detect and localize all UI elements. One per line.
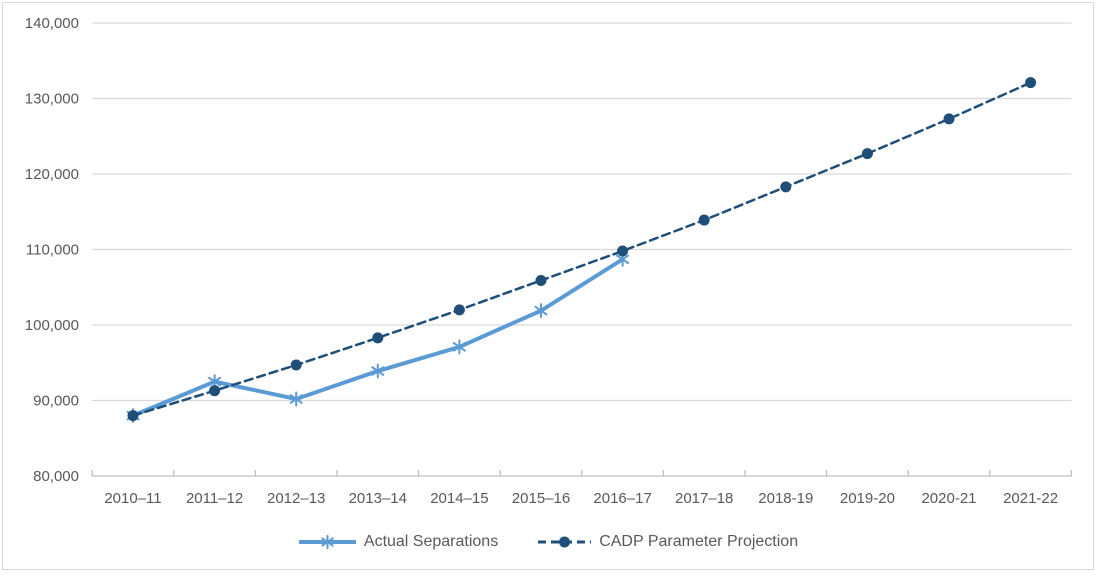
x-axis-category-label: 2010–11: [104, 490, 161, 507]
x-axis-category-label: 2013–14: [349, 490, 407, 507]
series-line-1: [131, 81, 1032, 417]
x-axis-category-label: 2017–18: [675, 490, 733, 507]
x-axis-category-label: 2015–16: [512, 490, 570, 507]
y-axis-tick-label: 100,000: [25, 317, 79, 334]
circle-marker-icon: [559, 536, 571, 548]
legend-label-actual-separations: Actual Separations: [363, 533, 499, 550]
legend-label-cadp-parameter-projection: CADP Parameter Projection: [599, 533, 799, 550]
circle-marker-icon: [617, 245, 629, 257]
y-axis-tick-label: 120,000: [25, 166, 79, 183]
circle-marker-icon: [780, 181, 792, 193]
legend-sample-actual-separations-line-icon: [298, 534, 356, 550]
y-axis-tick-label: 90,000: [33, 393, 79, 410]
x-axis-category-label: 2012–13: [267, 490, 325, 507]
legend-sample-cadp-projection-line-icon: [538, 536, 592, 548]
legend-item-actual-separations: Actual Separations: [298, 533, 499, 551]
x-axis-category-label: 2020-21: [921, 490, 976, 507]
x-axis-category-label: 2016–17: [593, 490, 651, 507]
circle-marker-icon: [861, 148, 873, 160]
circle-marker-icon: [1025, 77, 1037, 89]
circle-marker-icon: [453, 304, 465, 316]
circle-marker-icon: [209, 385, 221, 397]
star-marker-icon: [289, 391, 303, 407]
x-axis-category-label: 2021-22: [1003, 490, 1058, 507]
legend-item-cadp-parameter-projection: CADP Parameter Projection: [538, 533, 798, 551]
star-marker-icon: [452, 339, 466, 355]
y-axis-tick-label: 130,000: [25, 91, 79, 108]
star-marker-icon: [321, 534, 334, 550]
x-axis-category-label: 2019-20: [840, 490, 895, 507]
x-axis-category-label: 2014–15: [430, 490, 488, 507]
circle-marker-icon: [290, 359, 302, 371]
star-marker-icon: [534, 303, 548, 319]
chart-legend: Actual Separations CADP Parameter Projec…: [0, 533, 1097, 551]
circle-marker-icon: [698, 214, 710, 226]
y-axis-tick-label: 140,000: [25, 15, 79, 32]
y-axis-tick-label: 80,000: [33, 468, 79, 485]
circle-marker-icon: [943, 113, 955, 125]
star-marker-icon: [371, 363, 385, 379]
circle-marker-icon: [372, 332, 384, 344]
x-axis-category-label: 2018-19: [758, 490, 813, 507]
y-axis-tick-label: 110,000: [26, 242, 79, 259]
x-axis-category-label: 2011–12: [186, 490, 243, 507]
circle-marker-icon: [535, 274, 547, 286]
circle-marker-icon: [127, 410, 139, 422]
